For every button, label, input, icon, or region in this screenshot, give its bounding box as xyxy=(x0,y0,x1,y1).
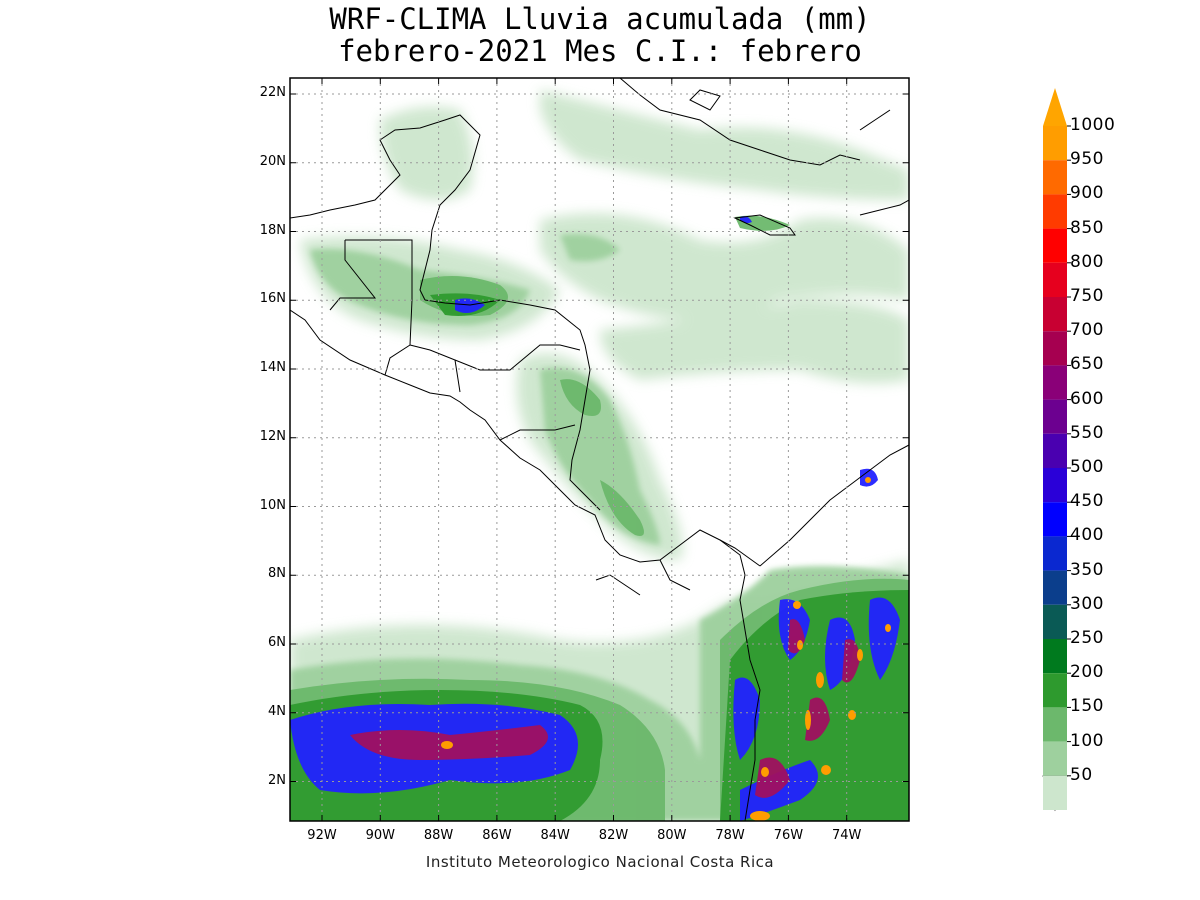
colorbar-label: 500 xyxy=(1070,457,1104,477)
colorbar-swatch xyxy=(1043,536,1067,571)
institution-credit: Instituto Meteorologico Nacional Costa R… xyxy=(425,853,775,871)
colorbar-swatch xyxy=(1043,160,1067,195)
colorbar-swatch xyxy=(1043,604,1067,639)
colorbar-label: 200 xyxy=(1070,662,1104,683)
map-title-line1: WRF-CLIMA Lluvia acumulada (mm) xyxy=(329,2,871,36)
lat-tick-label: 6N xyxy=(268,635,286,650)
colorbar-swatch xyxy=(1043,331,1067,366)
colorbar-swatch xyxy=(1043,262,1067,297)
colorbar-swatch xyxy=(1043,673,1067,708)
colorbar-label: 750 xyxy=(1070,286,1104,306)
lat-tick-label: 4N xyxy=(268,703,286,719)
colorbar-overflow-arrow xyxy=(1043,88,1067,126)
lat-tick-label: 14N xyxy=(259,360,286,375)
colorbar-swatch xyxy=(1043,775,1067,810)
colorbar-label: 100 xyxy=(1070,730,1104,751)
colorbar-swatch xyxy=(1043,707,1067,742)
colorbar-label: 700 xyxy=(1070,320,1104,341)
colorbar xyxy=(1042,88,1071,812)
colorbar-label: 150 xyxy=(1070,696,1104,717)
colorbar-label: 650 xyxy=(1070,354,1104,375)
colorbar-label: 300 xyxy=(1070,593,1104,614)
colorbar-label: 550 xyxy=(1070,422,1104,443)
lon-tick-label: 78W xyxy=(715,828,745,843)
lat-tick-label: 16N xyxy=(259,291,286,307)
colorbar-label: 600 xyxy=(1070,388,1104,409)
colorbar-label: 950 xyxy=(1070,149,1104,170)
lon-tick-label: 74W xyxy=(831,828,862,843)
map-gridlines xyxy=(290,78,909,821)
lon-tick-label: 88W xyxy=(423,828,454,843)
colorbar-label: 50 xyxy=(1070,764,1093,785)
map-title-line2: febrero-2021 Mes C.I.: febrero xyxy=(338,34,862,68)
lon-tick-label: 84W xyxy=(540,828,570,843)
colorbar-label: 450 xyxy=(1070,491,1104,512)
colorbar-label: 250 xyxy=(1070,628,1104,648)
lat-tick-label: 12N xyxy=(259,428,286,444)
lat-tick-label: 2N xyxy=(268,772,286,788)
colorbar-label: 400 xyxy=(1070,525,1104,546)
lon-tick-label: 82W xyxy=(598,828,629,843)
lon-tick-label: 80W xyxy=(657,828,687,843)
country-borders xyxy=(329,239,691,591)
lat-tick-label: 10N xyxy=(259,497,286,513)
colorbar-swatch xyxy=(1043,468,1067,503)
lat-tick-label: 22N xyxy=(259,85,286,100)
colorbar-label: 350 xyxy=(1070,559,1104,580)
lon-tick-label: 76W xyxy=(773,828,804,843)
colorbar-swatch xyxy=(1043,741,1067,776)
lat-tick-label: 8N xyxy=(268,566,286,582)
lat-tick-label: 20N xyxy=(259,153,286,169)
colorbar-swatch xyxy=(1043,433,1067,468)
colorbar-label: 800 xyxy=(1070,251,1104,272)
colorbar-swatch xyxy=(1043,126,1067,161)
rainfall-field xyxy=(290,78,909,821)
colorbar-label: 1000 xyxy=(1070,115,1116,135)
colorbar-swatch xyxy=(1043,228,1067,263)
colorbar-label: 900 xyxy=(1070,183,1104,204)
colorbar-swatch xyxy=(1043,570,1067,605)
colorbar-swatch xyxy=(1043,502,1067,537)
colorbar-swatch xyxy=(1043,639,1067,674)
colorbar-swatch xyxy=(1043,365,1067,400)
lon-tick-label: 92W xyxy=(307,828,337,843)
colorbar-swatch xyxy=(1043,194,1067,229)
colorbar-swatch xyxy=(1043,399,1067,434)
lon-tick-label: 90W xyxy=(365,828,395,843)
lat-tick-label: 18N xyxy=(259,222,286,238)
map-frame xyxy=(289,77,910,822)
colorbar-swatch xyxy=(1043,297,1067,332)
lon-tick-label: 86W xyxy=(482,828,512,843)
coastline-lines xyxy=(290,78,909,821)
colorbar-label: 850 xyxy=(1070,217,1104,238)
